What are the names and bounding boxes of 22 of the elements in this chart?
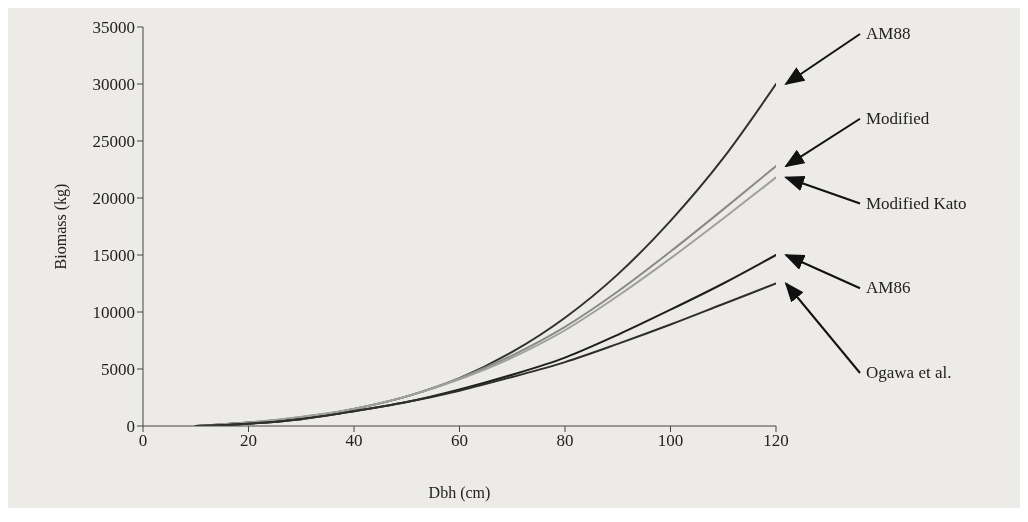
y-tick-label: 0 [126, 417, 135, 437]
y-tick-label: 35000 [92, 18, 135, 38]
y-axis-title: Biomass (kg) [51, 183, 70, 270]
x-axis-title: Dbh (cm) [428, 484, 491, 502]
y-tick-label: 5000 [101, 360, 135, 380]
y-tick-label: 30000 [92, 75, 135, 95]
x-tick-label: 0 [138, 431, 148, 451]
text: Modified Kato [866, 193, 967, 213]
text: Ogawa et al. [866, 363, 952, 382]
x-tick-label: 80 [556, 431, 574, 451]
x-tick-label: 20 [240, 431, 257, 451]
text: Modified [866, 108, 930, 128]
y-tick-label: 25000 [92, 132, 135, 152]
x-tick-label: 100 [657, 431, 684, 451]
x-tick-label: 40 [345, 431, 363, 451]
text: AM86 [866, 278, 911, 298]
y-tick-label: 20000 [92, 189, 135, 209]
x-tick-label: 60 [451, 431, 468, 451]
x-tick-label: 120 [763, 431, 789, 451]
y-tick-label: 15000 [92, 246, 135, 266]
text: AM88 [866, 24, 911, 43]
y-tick-label: 10000 [92, 303, 135, 323]
